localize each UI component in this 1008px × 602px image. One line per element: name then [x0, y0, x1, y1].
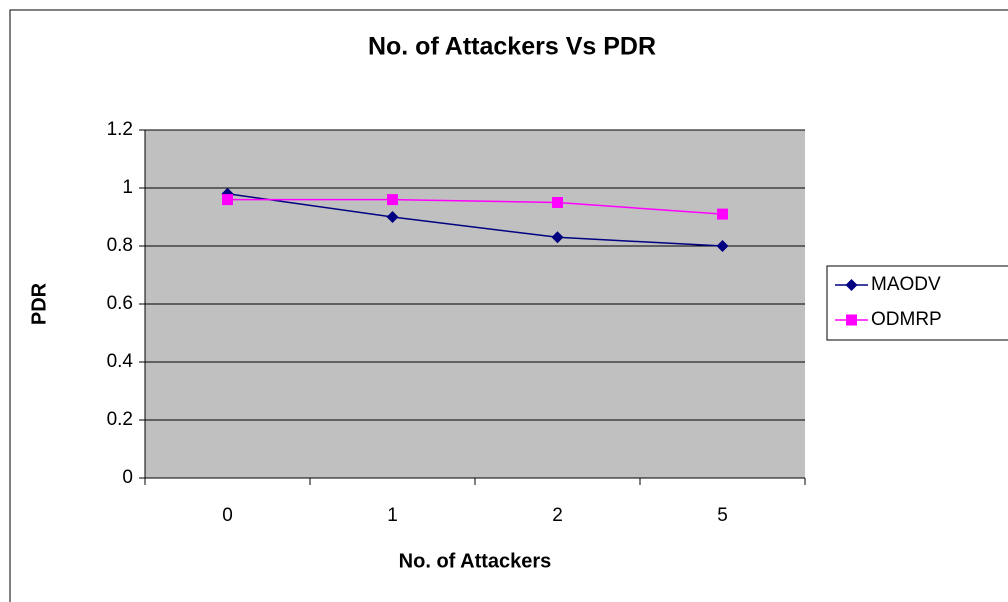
y-tick-label: 1.2 — [107, 119, 133, 140]
x-tick-label: 5 — [717, 505, 728, 526]
data-point — [222, 194, 233, 206]
series-line — [227, 198, 723, 215]
x-tick-label: 2 — [552, 505, 563, 526]
y-tick-label: 0.8 — [107, 235, 133, 256]
x-tick-label: 1 — [387, 505, 398, 526]
data-point — [387, 194, 398, 206]
x-tick-label: 0 — [222, 505, 233, 526]
legend-label: ODMRP — [871, 309, 942, 330]
y-tick-label: 0.6 — [107, 293, 133, 314]
y-axis-title: PDR — [28, 282, 50, 325]
y-tick-label: 0.2 — [107, 409, 133, 430]
data-point — [716, 240, 729, 252]
y-tick-label: 1 — [122, 177, 133, 198]
series-line — [227, 193, 723, 247]
x-axis-title: No. of Attackers — [399, 550, 552, 572]
data-point — [845, 279, 858, 291]
data-point — [386, 211, 399, 223]
data-point — [846, 314, 857, 326]
data-point — [717, 208, 728, 220]
data-point — [551, 231, 564, 244]
legend-label: MAODV — [871, 274, 941, 295]
data-point — [552, 197, 563, 208]
legend-box — [826, 265, 1008, 341]
y-tick-label: 0 — [122, 467, 133, 488]
chart-title: No. of Attackers Vs PDR — [368, 33, 656, 61]
y-tick-label: 0.4 — [107, 351, 134, 372]
